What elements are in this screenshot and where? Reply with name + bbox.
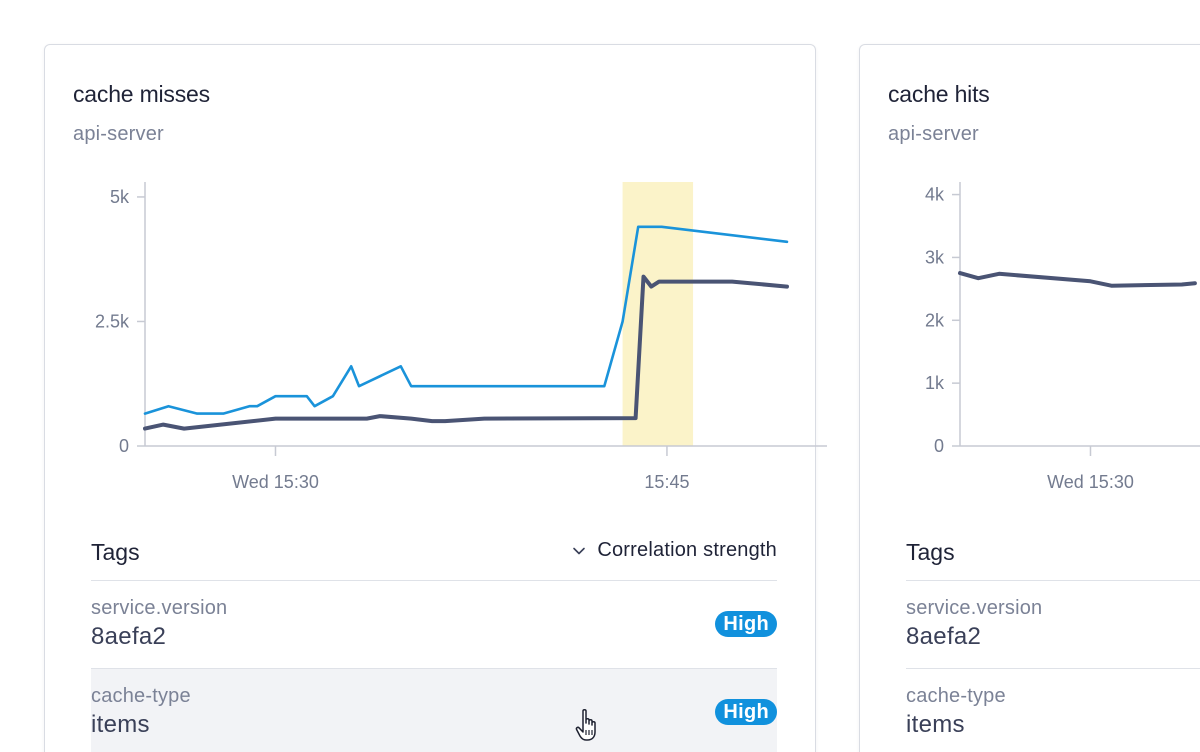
x-tick-label: 15:45 [644, 472, 689, 492]
tags-title: Tags [91, 539, 140, 565]
tag-value: 8aefa2 [906, 623, 982, 650]
y-tick-label: 3k [925, 247, 945, 267]
tag-row-service-version[interactable]: service.version 8aefa2 High [91, 581, 777, 669]
y-tick-label: 0 [119, 436, 129, 456]
y-tick-label: 0 [934, 436, 944, 456]
y-tick-label: 2k [925, 310, 945, 330]
highlight-band [622, 182, 694, 446]
y-tick-label: 2.5k [95, 311, 130, 331]
tags-title: Tags [906, 539, 955, 565]
card-subtitle: api-server [73, 123, 164, 145]
tag-key: service.version [91, 597, 228, 619]
y-tick-label: 4k [925, 185, 945, 205]
sort-label: Correlation strength [597, 539, 777, 561]
correlation-sort-button[interactable]: Correlation strength [571, 539, 777, 562]
tag-row-cache-type[interactable]: cache-type items [906, 669, 1200, 752]
chevron-down-icon [573, 547, 586, 554]
tag-value: items [91, 711, 150, 738]
y-tick-label: 5k [110, 187, 130, 207]
y-tick-label: 1k [925, 373, 945, 393]
card-title: cache hits [888, 81, 990, 107]
tag-value: items [906, 711, 965, 738]
cache-hits-chart[interactable]: 0 1k 2k 3k 4k Wed 15:30 [860, 45, 1200, 515]
tag-key: cache-type [91, 685, 191, 707]
card-title: cache misses [73, 81, 210, 107]
cache-misses-chart[interactable]: 0 2.5k 5k Wed 15:30 15:45 [45, 45, 827, 515]
tag-value: 8aefa2 [91, 623, 167, 650]
correlation-badge: High [715, 611, 777, 637]
tags-header: Tags [906, 537, 1200, 581]
x-tick-label: Wed 15:30 [232, 472, 319, 492]
tag-key: service.version [906, 597, 1043, 619]
chart-card-cache-misses[interactable]: cache misses api-server 0 2.5k 5k Wed 15:30… [44, 44, 827, 752]
x-tick-label: Wed 15:30 [1047, 472, 1134, 492]
correlation-badge: High [715, 699, 777, 725]
card-subtitle: api-server [888, 123, 979, 145]
tags-header: Tags Correlation strength [91, 537, 777, 581]
tag-key: cache-type [906, 685, 1006, 707]
series-line-2 [143, 274, 789, 431]
series-line-1 [958, 271, 1197, 288]
series-line-1 [143, 225, 789, 415]
chart-card-cache-hits[interactable]: cache hits api-server 0 1k 2k 3k 4k Wed 15:30… [859, 44, 1200, 752]
tag-row-service-version[interactable]: service.version 8aefa2 [906, 581, 1200, 669]
tag-row-cache-type[interactable]: cache-type items High [91, 669, 777, 752]
